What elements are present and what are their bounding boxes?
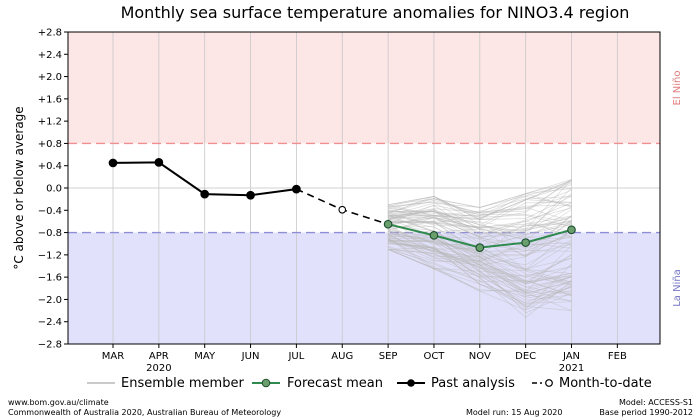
legend-label-forecast-mean: Forecast mean: [287, 376, 383, 391]
x-tick-label-jun: JUN: [241, 351, 260, 362]
y-tick-label-2: +2.0: [38, 72, 62, 83]
ensemble-member-line: [387, 205, 572, 236]
point-past-analysis-jun: [246, 190, 255, 200]
ensemble-member-line: [387, 248, 572, 301]
ensemble-member-line: [388, 230, 572, 286]
point-forecast-mean-jan: [567, 225, 576, 235]
ensemble-member-line: [387, 195, 572, 220]
ensemble-member-line: [388, 193, 572, 217]
x-tick-label-feb: FEB: [608, 351, 627, 362]
footer-copyright: Commonwealth of Australia 2020, Australi…: [8, 408, 281, 417]
point-past-analysis-may: [200, 189, 210, 199]
point-forecast-mean-oct: [429, 231, 439, 240]
ensemble-member-line: [388, 235, 572, 284]
point-past-analysis-apr: [154, 158, 164, 167]
y-tick-label-9: −0.8: [38, 228, 62, 239]
y-tick-label-3: +1.6: [38, 94, 62, 105]
x-tick-label-oct: OCT: [423, 351, 445, 362]
y-axis: +2.8 +2.4 +2.0 +1.6 +1.2 +0.8 +0.4 0.0 −0.4 −0.8 −…: [38, 28, 68, 351]
ensemble-member-line: [388, 217, 572, 243]
ensemble-member-line: [387, 248, 572, 304]
ensemble-member-line: [388, 230, 572, 262]
ensemble-member-line: [388, 221, 572, 229]
el-nino-label: El Niño: [672, 71, 683, 106]
x-tick-label-aug: AUG: [331, 351, 353, 362]
ensemble-member-line: [388, 184, 572, 219]
ensemble-member-line: [388, 236, 572, 299]
point-month-to-date-aug: [338, 205, 347, 214]
ensemble-member-line: [387, 204, 572, 225]
x-tick-label-jul: JUL: [287, 351, 304, 362]
footer-model-run: Model run: 15 Aug 2020: [466, 408, 562, 417]
x-year-label-2020: 2020: [146, 363, 171, 374]
chart-title: Monthly sea surface temperature anomalie…: [121, 3, 630, 22]
ensemble-member-line: [387, 237, 572, 302]
footer-model-name: Model: ACCESS-S1: [619, 398, 693, 407]
la-nina-label: La Niña: [672, 269, 683, 307]
footer-base-period: Base period 1990-2012: [599, 408, 693, 417]
ensemble-member-line: [388, 208, 572, 228]
x-year-label-2021: 2021: [559, 363, 584, 374]
x-axis: MAR APR MAY JUN JUL AUG SEP OCT NOV DEC JAN FEB 2020…: [102, 344, 627, 374]
x-tick-label-jan: JAN: [562, 351, 580, 362]
ensemble-member-line: [387, 233, 572, 285]
ensemble-member-line: [388, 240, 572, 279]
y-tick-label-6: +0.4: [38, 161, 62, 172]
y-tick-label-13: −2.4: [38, 317, 62, 328]
ensemble-member-line: [388, 241, 572, 283]
x-tick-label-nov: NOV: [469, 351, 491, 362]
y-tick-label-1: +2.4: [38, 50, 62, 61]
point-past-analysis-mar: [108, 158, 118, 168]
ensemble-member-line: [388, 214, 572, 252]
point-past-analysis-jul: [292, 184, 301, 194]
ensemble-member-line: [388, 181, 572, 213]
x-tick-label-apr: APR: [149, 351, 169, 362]
y-tick-label-4: +1.2: [38, 117, 62, 128]
y-tick-label-8: −0.4: [38, 206, 62, 217]
data-series: [108, 158, 576, 252]
ensemble-member-line: [387, 238, 572, 278]
y-tick-label-10: −1.2: [38, 250, 62, 261]
legend-marker-month-to-date: [545, 379, 553, 387]
legend-label-past-analysis: Past analysis: [431, 376, 515, 391]
x-tick-label-dec: DEC: [515, 351, 536, 362]
y-tick-label-0: +2.8: [38, 28, 62, 39]
legend-label-ensemble-member: Ensemble member: [121, 376, 244, 391]
x-tick-label-may: MAY: [194, 351, 216, 362]
x-tick-label-mar: MAR: [102, 351, 124, 362]
point-forecast-mean-sep: [383, 219, 393, 229]
legend-marker-forecast-mean: [261, 378, 271, 388]
y-tick-label-7: 0.0: [46, 184, 62, 195]
y-tick-label-5: +0.8: [38, 139, 62, 150]
y-tick-label-11: −1.6: [38, 273, 62, 284]
ensemble-member-line: [388, 180, 572, 226]
ensemble-member-line: [388, 201, 572, 228]
footer: www.bom.gov.au/climate Commonwealth of A…: [8, 398, 693, 417]
footer-website: www.bom.gov.au/climate: [8, 398, 109, 407]
plot-area: [67, 31, 661, 345]
ensemble-member-line: [388, 235, 572, 293]
el-nino-band: [68, 32, 660, 144]
ensemble-member-line: [388, 179, 572, 214]
point-forecast-mean-dec: [521, 238, 531, 247]
legend-marker-past-analysis: [407, 379, 415, 387]
y-axis-label: °C above or below average: [12, 106, 26, 269]
legend: Ensemble member Forecast mean Past analy…: [87, 376, 652, 391]
y-tick-label-12: −2.0: [38, 295, 62, 306]
ensemble-member-line: [387, 225, 572, 272]
x-tick-label-sep: SEP: [379, 351, 398, 362]
point-forecast-mean-nov: [475, 243, 485, 252]
ensemble-member-line: [387, 215, 572, 258]
ensemble-member-line: [388, 179, 572, 219]
ensemble-member-line: [387, 246, 572, 296]
y-tick-label-14: −2.8: [38, 340, 62, 351]
legend-label-month-to-date: Month-to-date: [559, 376, 652, 391]
